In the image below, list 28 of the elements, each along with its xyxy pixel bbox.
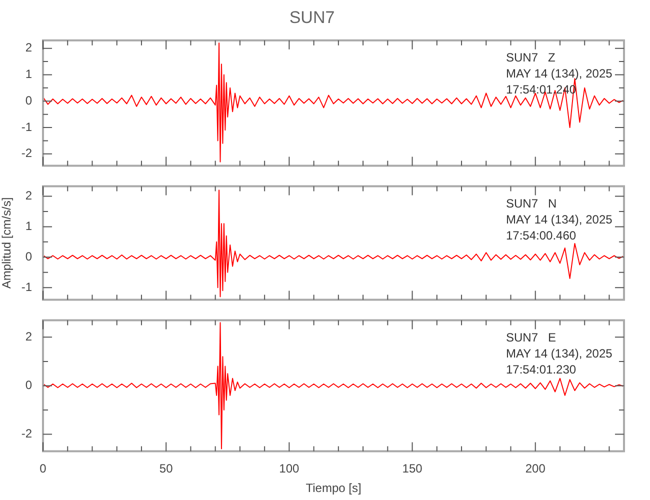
y-tick-label: 0	[25, 378, 32, 392]
y-tick-label: 1	[25, 67, 32, 82]
x-tick-label: 200	[525, 462, 546, 476]
y-tick-label: -1	[21, 280, 32, 294]
annotation: 17:54:01.230	[506, 362, 576, 377]
annotation: MAY 14 (134), 2025	[506, 66, 613, 81]
y-tick-label: 2	[25, 188, 32, 203]
y-tick-label: 0	[25, 93, 32, 108]
y-tick-label: 0	[25, 249, 32, 264]
y-axis-title: Amplitud [cm/s/s]	[0, 197, 14, 289]
annotation: SUN7 Z	[506, 50, 556, 65]
annotation: 17:54:00.460	[506, 228, 576, 243]
annotation: MAY 14 (134), 2025	[506, 346, 613, 361]
y-tick-label: -2	[21, 426, 32, 441]
chart-title: SUN7	[289, 8, 335, 27]
y-tick-label: -1	[21, 120, 32, 134]
y-tick-label: 2	[25, 40, 32, 55]
y-tick-label: -2	[21, 146, 32, 160]
y-tick-label: 1	[25, 219, 32, 234]
y-tick-label: 2	[25, 329, 32, 344]
x-axis-title: Tiempo [s]	[306, 481, 362, 496]
x-tick-label: 100	[279, 462, 300, 476]
x-tick-label: 50	[159, 462, 174, 476]
annotation: SUN7 N	[506, 196, 557, 211]
x-tick-label: 0	[40, 462, 47, 476]
x-tick-label: 150	[402, 462, 423, 476]
annotation: MAY 14 (134), 2025	[506, 212, 613, 227]
annotation: SUN7 E	[506, 330, 556, 345]
